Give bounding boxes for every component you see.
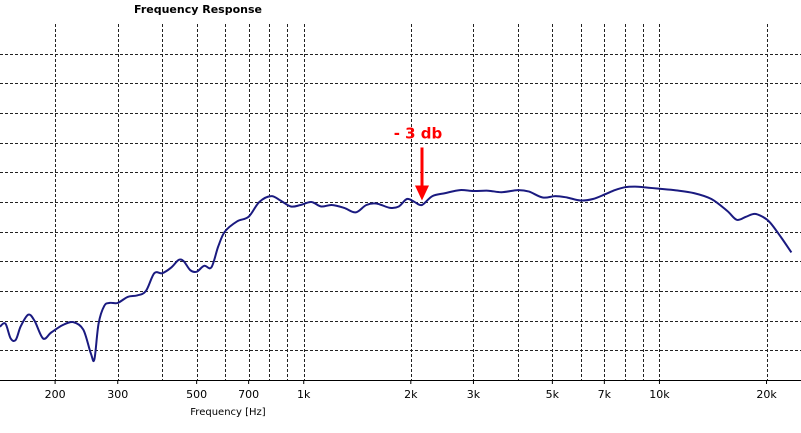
- series-line: [0, 185, 793, 363]
- x-tick-label: 20k: [756, 388, 777, 401]
- chart-title: Frequency Response: [134, 3, 262, 16]
- x-tick-label: 7k: [598, 388, 612, 401]
- x-tick-label: 500: [186, 388, 207, 401]
- x-tick-label: 10k: [649, 388, 670, 401]
- x-tick-label: 3k: [467, 388, 481, 401]
- x-tick-label: 700: [238, 388, 259, 401]
- x-axis: 200 300 500 700 1k 2k 3k 5k 7k 10k 20k: [0, 380, 801, 401]
- annotation-arrow-head: [414, 185, 429, 201]
- x-tick-label: 200: [45, 388, 66, 401]
- x-tick-label: 300: [107, 388, 128, 401]
- x-axis-label: Frequency [Hz]: [190, 407, 266, 418]
- x-tick-label: 1k: [297, 388, 311, 401]
- series-layer: [0, 185, 793, 363]
- annotation-layer: - 3 db: [394, 124, 443, 201]
- annotation-label: - 3 db: [394, 124, 443, 142]
- x-tick-label: 5k: [546, 388, 560, 401]
- grid-layer: [0, 24, 801, 380]
- x-tick-label: 2k: [404, 388, 418, 401]
